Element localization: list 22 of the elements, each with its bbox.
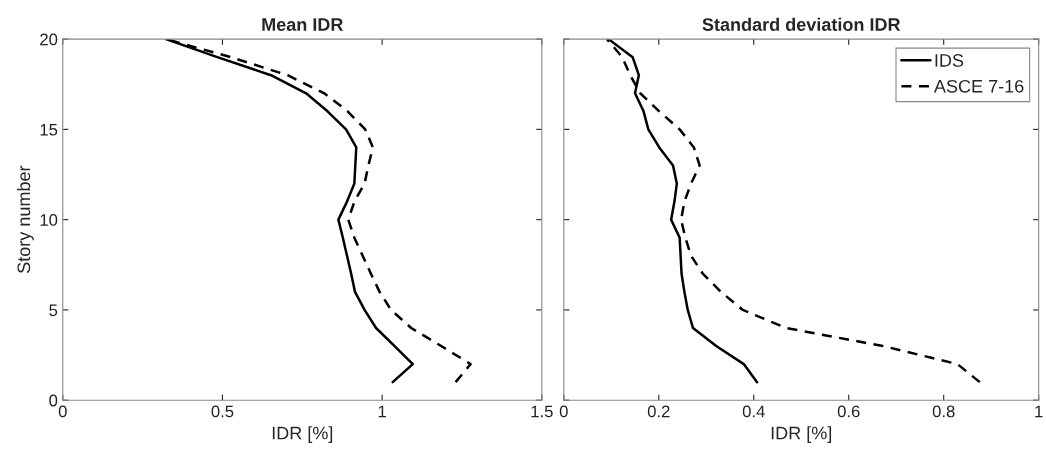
- y-tick-label: 5: [49, 304, 58, 317]
- legend-label: ASCE 7-16: [933, 79, 1024, 93]
- x-tick-label: 1: [378, 405, 386, 418]
- x-tick-label: 0.4: [742, 405, 765, 418]
- x-tick-label: 0.8: [932, 405, 955, 418]
- x-tick-label: 0.2: [647, 405, 670, 418]
- y-axis-title: Story number: [16, 165, 34, 274]
- x-tick-label: 1.5: [531, 405, 553, 418]
- x-tick-label: 0.5: [211, 405, 234, 418]
- x-tick-label: 0: [58, 405, 67, 418]
- y-tick-label: 10: [40, 214, 58, 226]
- x-tick-label: 0: [559, 405, 568, 418]
- x-tick-label: 0.6: [837, 405, 860, 418]
- y-tick-label: 20: [40, 33, 58, 46]
- legend-label: IDS: [935, 54, 964, 67]
- x-tick-label: 1: [1035, 405, 1043, 418]
- x-axis-title: IDR [%]: [771, 426, 832, 443]
- chart-title: Standard deviation IDR: [702, 17, 901, 31]
- y-tick-label: 15: [40, 123, 58, 136]
- chart-title: Mean IDR: [262, 18, 344, 31]
- y-tick-label: 0: [49, 394, 58, 407]
- x-axis-title: IDR [%]: [272, 426, 333, 443]
